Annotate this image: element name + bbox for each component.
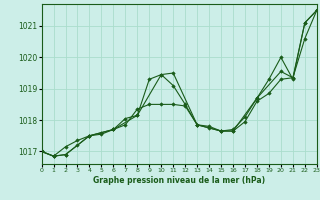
X-axis label: Graphe pression niveau de la mer (hPa): Graphe pression niveau de la mer (hPa) bbox=[93, 176, 265, 185]
